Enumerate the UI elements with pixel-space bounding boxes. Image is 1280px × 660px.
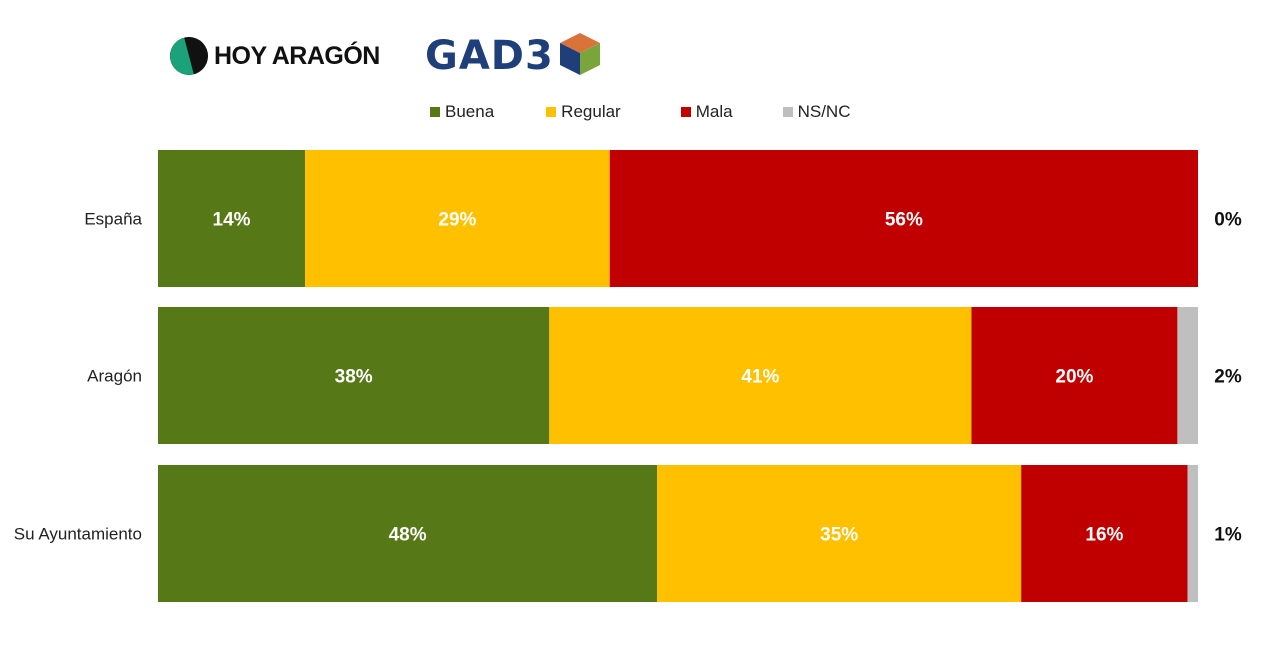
legend-item: Regular — [546, 102, 621, 122]
bar-segment — [971, 307, 1178, 444]
bar-segment — [158, 465, 658, 602]
data-label: 56% — [885, 210, 923, 231]
legend-swatch — [680, 107, 691, 117]
legend-swatch — [546, 107, 557, 117]
bar-segment — [158, 307, 550, 444]
bar-segment — [1021, 465, 1188, 602]
data-label: 41% — [741, 367, 779, 388]
bar-segment — [609, 150, 1198, 287]
legend-item: Buena — [430, 102, 494, 122]
data-label: 20% — [1055, 367, 1093, 388]
bar-segment — [1187, 465, 1198, 602]
bar-segment — [1177, 307, 1198, 444]
legend-item: Mala — [680, 102, 733, 122]
legend-label: NS/NC — [797, 102, 851, 121]
data-label: 14% — [213, 210, 251, 231]
data-label-nsnc: 1% — [1214, 525, 1242, 546]
bar-segment — [305, 150, 610, 287]
legend-swatch — [430, 107, 440, 117]
data-label-nsnc: 2% — [1214, 367, 1242, 388]
gad3-cube-icon — [558, 31, 602, 82]
data-label-nsnc: 0% — [1214, 210, 1242, 231]
bar-segment — [158, 150, 306, 287]
bar-segment — [657, 465, 1022, 602]
data-label: 48% — [389, 525, 427, 546]
data-label: 35% — [820, 525, 858, 546]
legend-label: Buena — [445, 102, 495, 121]
gad3-logo: GAD3 — [425, 32, 602, 80]
legend-label: Mala — [695, 102, 733, 121]
hoy-aragon-logo: HOY ARAGÓN — [170, 36, 380, 76]
hoy-aragon-logo-mark-icon — [170, 37, 208, 75]
data-label: 16% — [1085, 525, 1123, 546]
bar-segment — [549, 307, 972, 444]
category-label: España — [84, 210, 142, 229]
data-label: 38% — [335, 367, 373, 388]
legend-label: Regular — [561, 102, 621, 121]
category-label: Su Ayuntamiento — [14, 525, 142, 544]
data-label: 29% — [438, 210, 476, 231]
gad3-logo-text: GAD3 — [425, 33, 554, 79]
legend-swatch — [782, 107, 793, 117]
chart-legend: Buena Regular Mala NS/NC — [430, 100, 850, 124]
hoy-aragon-logo-text: HOY ARAGÓN — [214, 41, 380, 70]
category-label: Aragón — [87, 367, 142, 386]
legend-item: NS/NC — [782, 102, 851, 122]
